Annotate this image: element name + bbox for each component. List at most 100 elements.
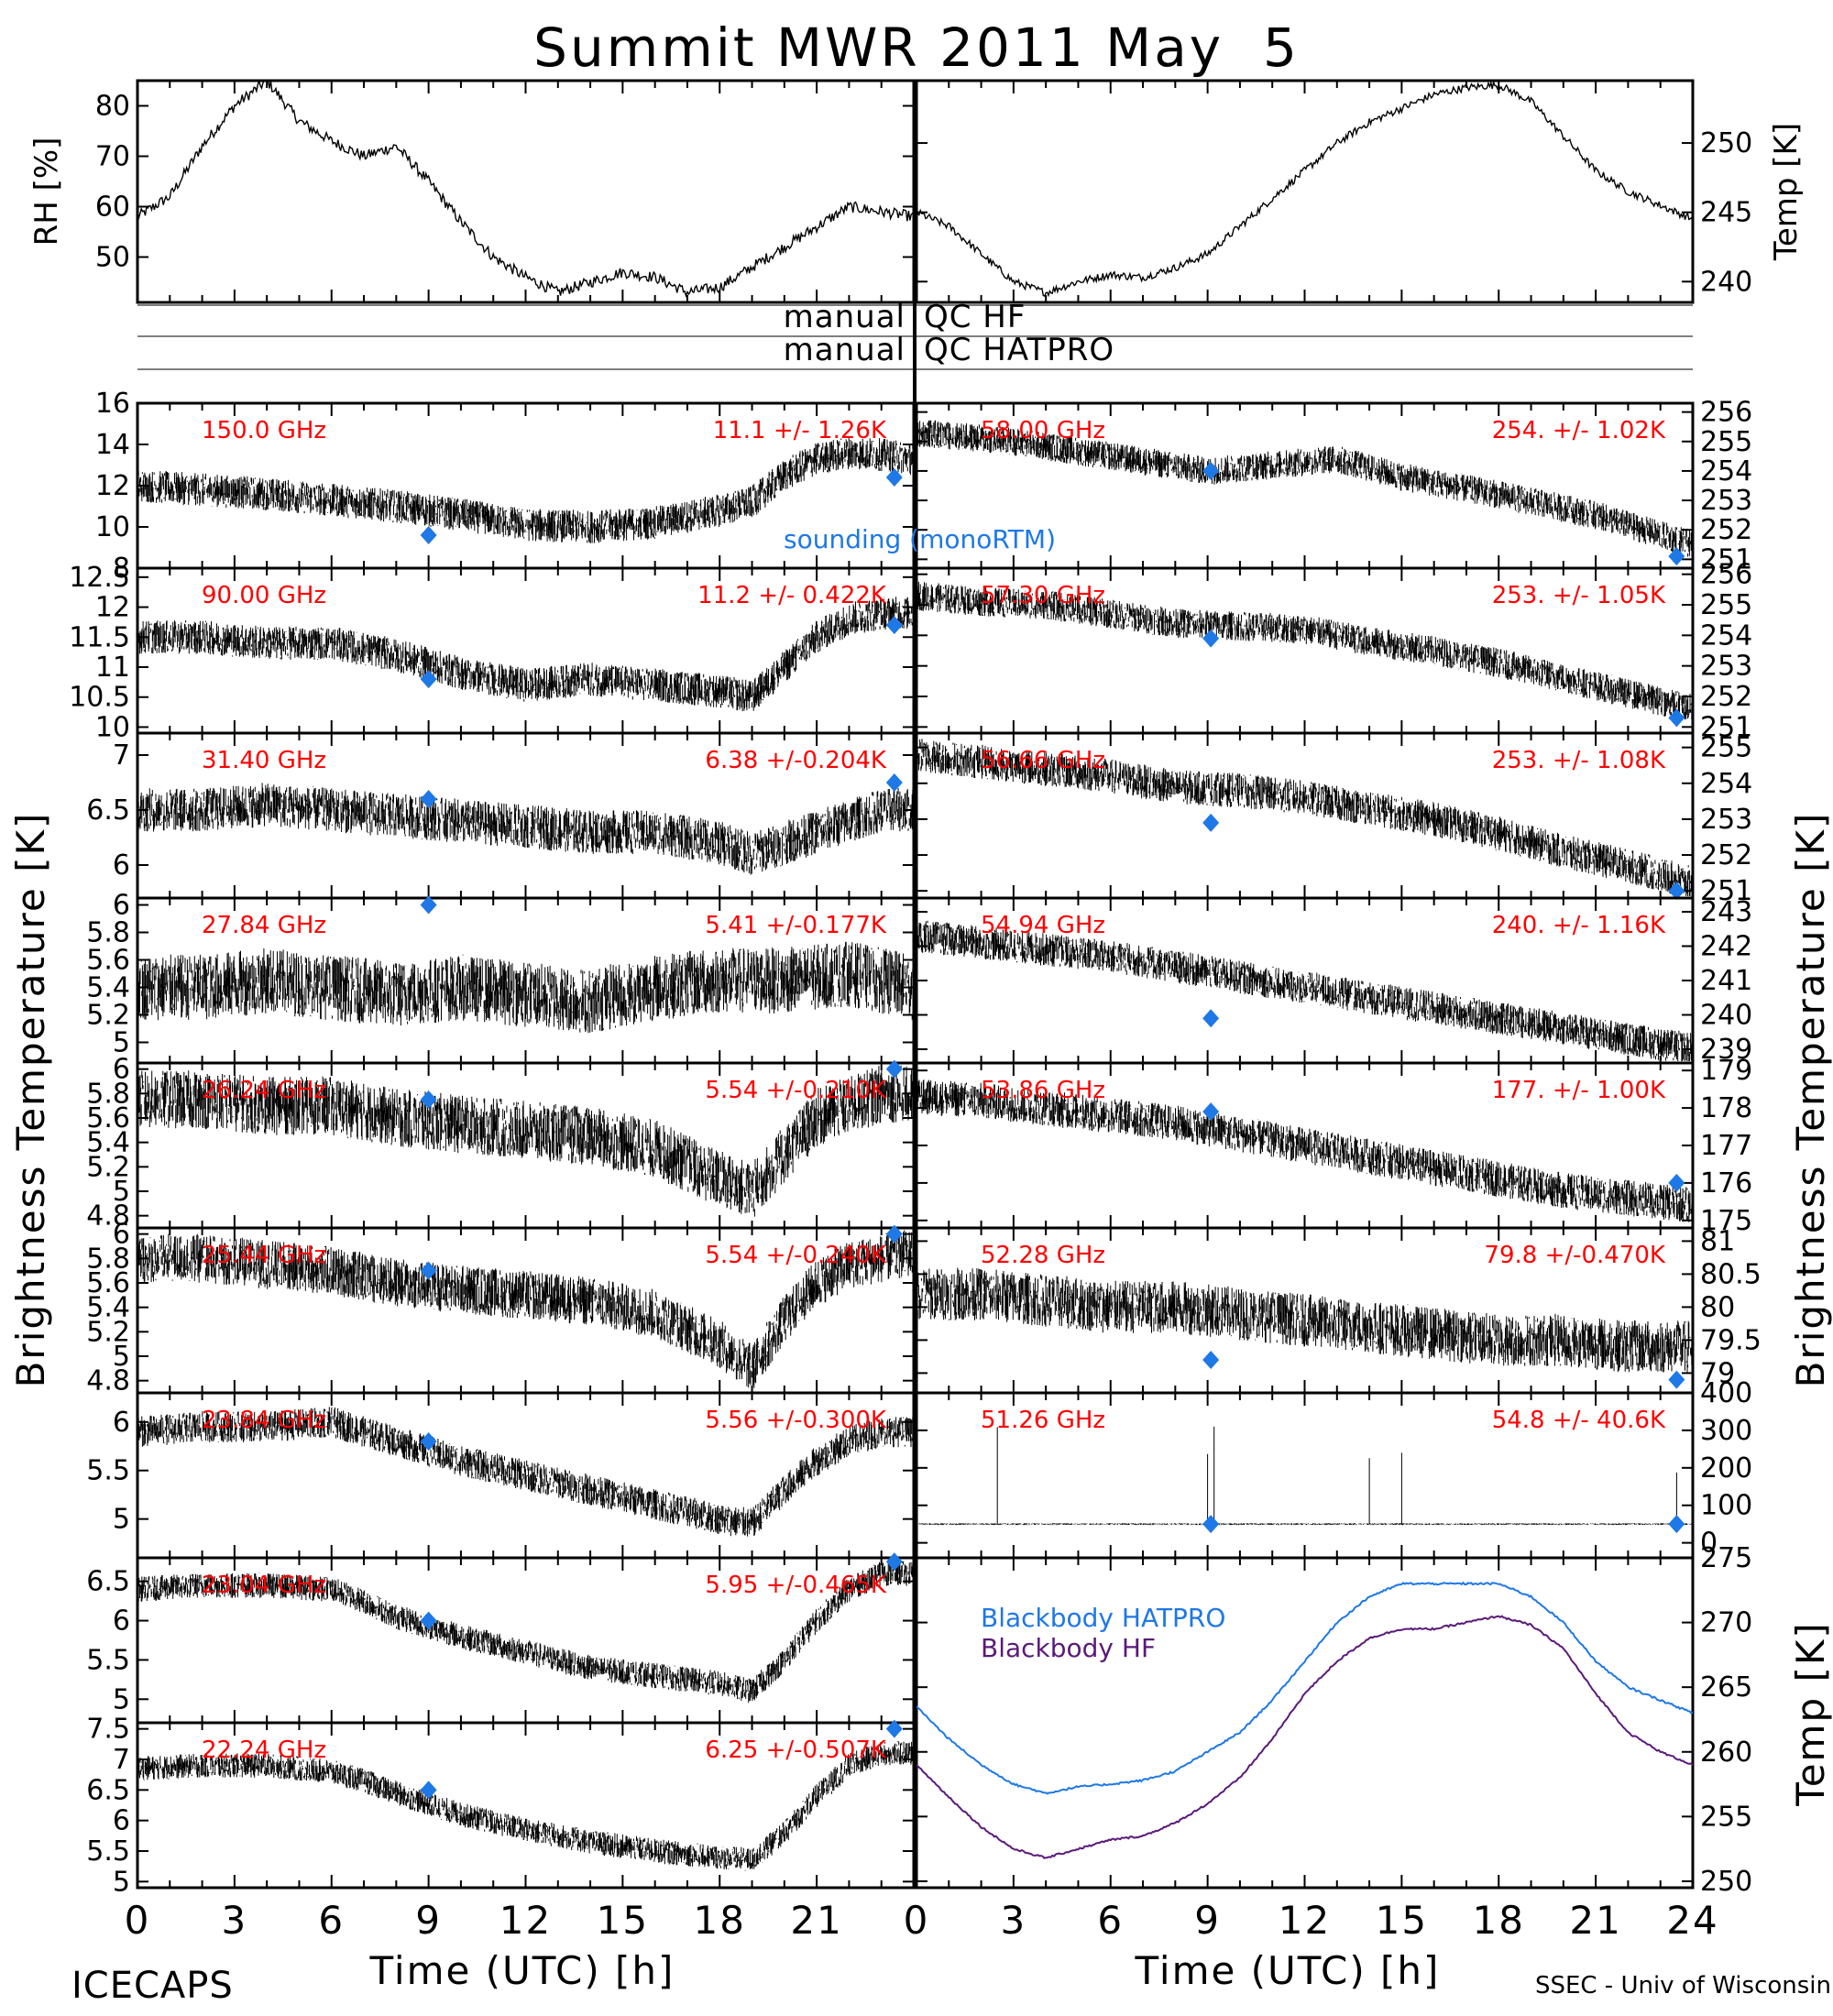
y-tick-label: 255	[1700, 732, 1752, 764]
left-y-axis-label: Brightness Temperature [K]	[8, 812, 53, 1388]
y-tick-label: 177	[1700, 1130, 1752, 1162]
y-tick-label: 80	[1700, 1291, 1735, 1323]
y-tick-label: 251	[1700, 875, 1752, 907]
y-tick-label: 240	[1700, 1000, 1752, 1032]
sounding-point	[1202, 1515, 1220, 1534]
qc-hatpro-left-label: manual	[784, 332, 906, 368]
y-tick-label: 7	[113, 1744, 130, 1776]
sounding-point	[420, 1611, 437, 1630]
sounding-point	[885, 1552, 903, 1572]
right-x-axis-label: Time (UTC) [h]	[1135, 1948, 1441, 1993]
y-tick-label: 5.2	[86, 1151, 130, 1183]
x-tick-label: 3	[222, 1898, 248, 1943]
y-tick-label: 11.5	[69, 621, 130, 653]
channel-label: 54.94 GHz	[981, 912, 1105, 939]
sounding-point	[1202, 1009, 1220, 1028]
y-tick-label: 5	[113, 1866, 130, 1898]
footer-ssec: SSEC - Univ of Wisconsin	[1535, 1972, 1831, 2000]
y-tick-label: 6	[113, 1805, 130, 1837]
y-tick-label: 241	[1700, 965, 1752, 997]
left-x-axis-label: Time (UTC) [h]	[369, 1948, 675, 1993]
y-tick-label: 251	[1700, 711, 1752, 743]
brightness-temperature-scatter	[916, 1426, 1693, 1526]
y-tick-label: 200	[1700, 1452, 1752, 1485]
y-tick-label: 5.6	[86, 1102, 130, 1134]
channel-label: 23.04 GHz	[202, 1572, 326, 1599]
sounding-point	[1202, 813, 1220, 832]
y-tick-label: 10	[95, 711, 130, 743]
y-tick-label: 70	[95, 141, 130, 173]
sounding-point	[420, 1780, 437, 1800]
y-tick-label: 12	[95, 592, 130, 624]
x-tick-label: 21	[790, 1898, 842, 1943]
y-tick-label: 5.5	[86, 1644, 130, 1676]
y-tick-label: 250	[1700, 127, 1752, 159]
sounding-point	[1202, 1351, 1220, 1369]
sounding-point	[885, 468, 903, 487]
brightness-temperature-scatter	[137, 1561, 914, 1704]
brightness-temperature-scatter	[137, 941, 914, 1034]
y-tick-label: 5.8	[86, 1243, 130, 1275]
y-tick-label: 239	[1700, 1034, 1752, 1066]
y-tick-label: 6	[113, 890, 130, 922]
y-tick-label: 252	[1700, 681, 1752, 713]
y-tick-label: 7	[113, 740, 130, 772]
y-tick-label: 179	[1700, 1055, 1752, 1087]
y-tick-label: 60	[95, 192, 130, 224]
y-tick-label: 5.5	[86, 1455, 130, 1487]
brightness-temperature-scatter	[137, 597, 914, 712]
channel-label: 90.00 GHz	[202, 582, 326, 609]
channel-label: 23.84 GHz	[202, 1407, 326, 1434]
channel-stat-label: 11.1 +/- 1.26K	[713, 417, 887, 444]
sounding-point	[1668, 882, 1685, 901]
channel-stat-label: 253. +/- 1.08K	[1492, 747, 1666, 774]
sounding-legend: sounding (monoRTM)	[784, 524, 1056, 554]
right-y-axis-label: Brightness Temperature [K]	[1788, 812, 1833, 1388]
y-tick-label: 255	[1700, 589, 1752, 621]
brightness-temperature-scatter	[137, 1407, 914, 1537]
sounding-point	[420, 526, 437, 544]
channel-label: 150.0 GHz	[202, 417, 326, 444]
channel-stat-label: 177. +/- 1.00K	[1492, 1077, 1666, 1104]
sounding-point	[420, 895, 437, 915]
y-tick-label: 16	[95, 388, 130, 420]
sounding-point	[420, 670, 437, 689]
footer-icecaps: ICECAPS	[71, 1965, 234, 2007]
channel-label: 25.44 GHz	[202, 1242, 326, 1269]
sounding-point	[420, 1431, 437, 1451]
y-tick-label: 250	[1700, 1866, 1752, 1898]
x-tick-label: 12	[1279, 1898, 1331, 1943]
channel-label: 26.24 GHz	[202, 1077, 326, 1104]
sounding-point	[885, 1059, 903, 1079]
x-tick-label: 21	[1569, 1898, 1621, 1943]
y-tick-label: 5	[113, 1176, 130, 1208]
y-tick-label: 79	[1700, 1357, 1735, 1389]
y-tick-label: 12.5	[69, 562, 130, 594]
y-tick-label: 7.5	[86, 1714, 130, 1746]
channel-label: 58.00 GHz	[981, 417, 1105, 444]
y-tick-label: 300	[1700, 1415, 1752, 1447]
channel-stat-label: 254. +/- 1.02K	[1492, 417, 1666, 444]
channel-label: 56.66 GHz	[981, 747, 1105, 774]
channel-stat-label: 5.54 +/-0.240K	[705, 1242, 887, 1269]
channel-stat-label: 79.8 +/-0.470K	[1484, 1242, 1666, 1269]
y-tick-label: 5.5	[86, 1835, 130, 1868]
blackbody-temp-axis-label: Temp [K]	[1788, 1621, 1833, 1807]
temp-series-line	[916, 79, 1694, 298]
y-tick-label: 245	[1700, 197, 1752, 229]
channel-stat-label: 240. +/- 1.16K	[1492, 912, 1666, 939]
sounding-point	[420, 1261, 437, 1280]
y-tick-label: 100	[1700, 1490, 1752, 1522]
y-tick-label: 253	[1700, 485, 1752, 517]
y-tick-label: 5.6	[86, 945, 130, 977]
sounding-point	[885, 616, 903, 635]
y-tick-label: 79.5	[1700, 1324, 1762, 1356]
y-tick-label: 11	[95, 652, 130, 684]
y-tick-label: 175	[1700, 1205, 1752, 1237]
y-tick-label: 265	[1700, 1671, 1752, 1704]
y-tick-label: 5.2	[86, 1316, 130, 1348]
y-tick-label: 5	[113, 1341, 130, 1373]
x-tick-label: 12	[499, 1898, 552, 1943]
x-tick-label: 6	[1097, 1898, 1124, 1943]
x-tick-label: 18	[1473, 1898, 1525, 1943]
